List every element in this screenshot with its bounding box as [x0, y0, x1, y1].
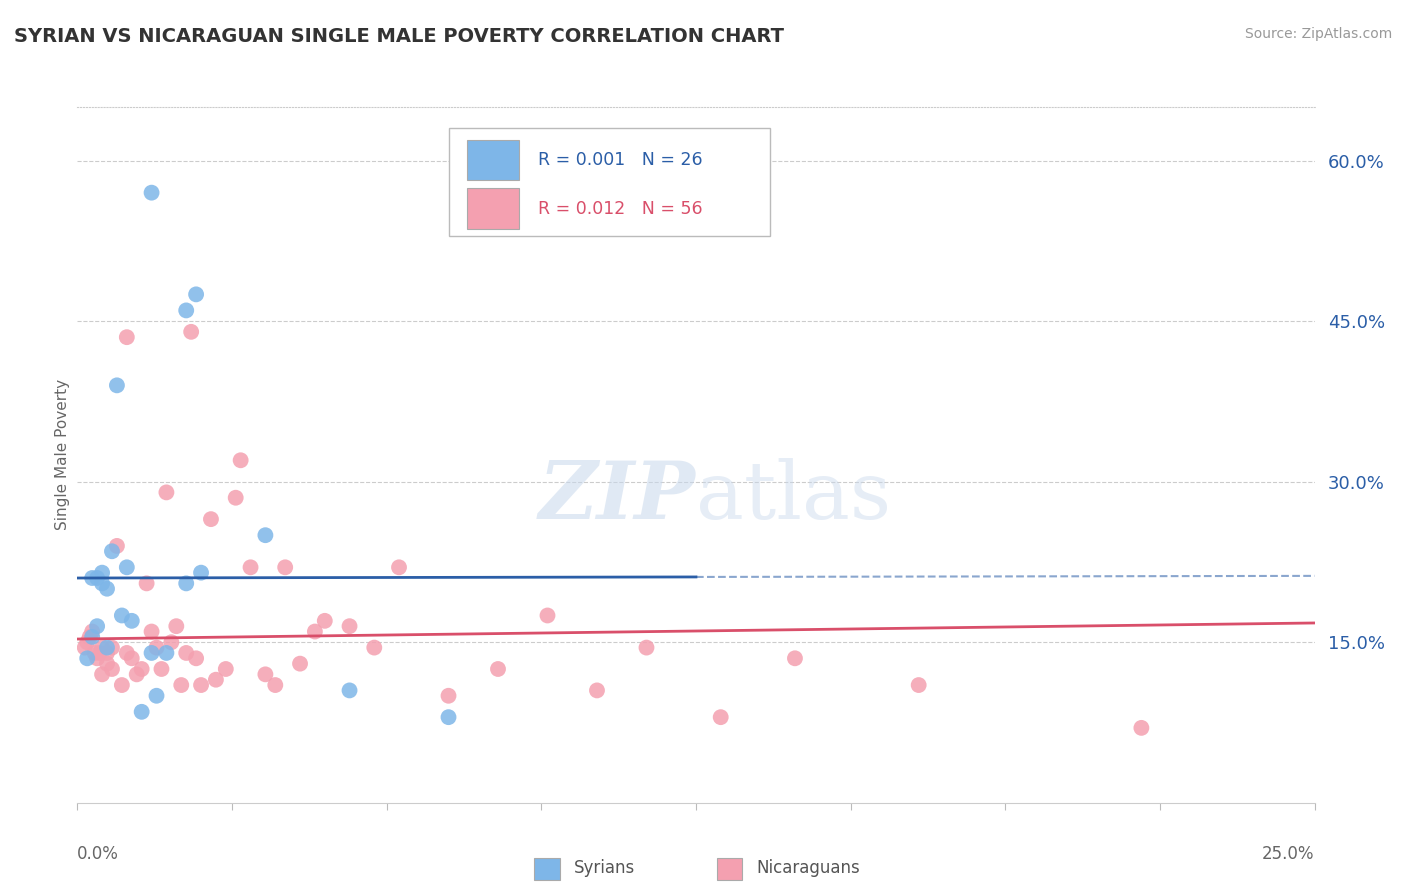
- Text: R = 0.012   N = 56: R = 0.012 N = 56: [537, 200, 702, 218]
- Point: [86, 651, 108, 665]
- Point: [710, 710, 733, 724]
- Point: [82, 630, 104, 644]
- Point: [141, 186, 163, 200]
- Point: [105, 539, 128, 553]
- Point: [363, 640, 385, 655]
- Point: [215, 662, 238, 676]
- Point: [82, 571, 104, 585]
- Point: [86, 619, 108, 633]
- Point: [254, 667, 277, 681]
- Point: [125, 667, 148, 681]
- Point: [101, 640, 124, 655]
- Point: [86, 571, 108, 585]
- Point: [190, 566, 212, 580]
- Point: [96, 646, 118, 660]
- Point: [91, 576, 114, 591]
- Point: [636, 640, 658, 655]
- Point: [586, 683, 609, 698]
- Point: [89, 646, 111, 660]
- Point: [229, 453, 252, 467]
- Point: [205, 673, 228, 687]
- Point: [115, 560, 138, 574]
- Point: [141, 624, 163, 639]
- Point: [339, 683, 361, 698]
- Point: [145, 689, 167, 703]
- Point: [184, 651, 207, 665]
- Point: [111, 608, 134, 623]
- Point: [254, 528, 277, 542]
- Point: [264, 678, 287, 692]
- Point: [131, 662, 153, 676]
- Point: [96, 657, 118, 671]
- Point: [111, 678, 134, 692]
- Point: [76, 635, 98, 649]
- Point: [73, 640, 96, 655]
- Point: [174, 303, 197, 318]
- Point: [155, 485, 177, 500]
- FancyBboxPatch shape: [449, 128, 770, 235]
- Point: [96, 582, 118, 596]
- Text: SYRIAN VS NICARAGUAN SINGLE MALE POVERTY CORRELATION CHART: SYRIAN VS NICARAGUAN SINGLE MALE POVERTY…: [14, 27, 785, 45]
- Text: Syrians: Syrians: [574, 859, 636, 877]
- Point: [200, 512, 222, 526]
- Point: [314, 614, 336, 628]
- Point: [1130, 721, 1153, 735]
- Point: [83, 646, 105, 660]
- Point: [131, 705, 153, 719]
- Point: [135, 576, 157, 591]
- Point: [141, 646, 163, 660]
- Point: [225, 491, 247, 505]
- Point: [101, 662, 124, 676]
- Point: [105, 378, 128, 392]
- Point: [437, 710, 460, 724]
- Point: [101, 544, 124, 558]
- Point: [91, 566, 114, 580]
- Point: [174, 646, 197, 660]
- Point: [184, 287, 207, 301]
- Point: [536, 608, 558, 623]
- Point: [82, 624, 104, 639]
- Point: [388, 560, 411, 574]
- Text: 0.0%: 0.0%: [77, 845, 120, 863]
- Point: [145, 640, 167, 655]
- Text: ZIP: ZIP: [538, 458, 696, 535]
- Point: [274, 560, 297, 574]
- Point: [96, 640, 118, 655]
- Text: 25.0%: 25.0%: [1263, 845, 1315, 863]
- Point: [115, 330, 138, 344]
- Point: [155, 646, 177, 660]
- Y-axis label: Single Male Poverty: Single Male Poverty: [55, 379, 70, 531]
- Point: [190, 678, 212, 692]
- Text: atlas: atlas: [696, 458, 891, 536]
- Point: [91, 667, 114, 681]
- Point: [160, 635, 183, 649]
- Text: R = 0.001   N = 26: R = 0.001 N = 26: [537, 151, 702, 169]
- Bar: [467, 140, 519, 180]
- Point: [907, 678, 929, 692]
- Point: [165, 619, 187, 633]
- Point: [121, 651, 143, 665]
- Point: [115, 646, 138, 660]
- Text: Nicaraguans: Nicaraguans: [756, 859, 860, 877]
- Point: [783, 651, 806, 665]
- Point: [76, 651, 98, 665]
- Point: [174, 576, 197, 591]
- Point: [150, 662, 173, 676]
- Point: [91, 640, 114, 655]
- Point: [121, 614, 143, 628]
- Point: [239, 560, 262, 574]
- Point: [339, 619, 361, 633]
- Point: [437, 689, 460, 703]
- Point: [486, 662, 509, 676]
- Text: Source: ZipAtlas.com: Source: ZipAtlas.com: [1244, 27, 1392, 41]
- Point: [304, 624, 326, 639]
- Bar: [467, 188, 519, 229]
- Point: [180, 325, 202, 339]
- Point: [288, 657, 311, 671]
- Point: [79, 630, 101, 644]
- Point: [170, 678, 193, 692]
